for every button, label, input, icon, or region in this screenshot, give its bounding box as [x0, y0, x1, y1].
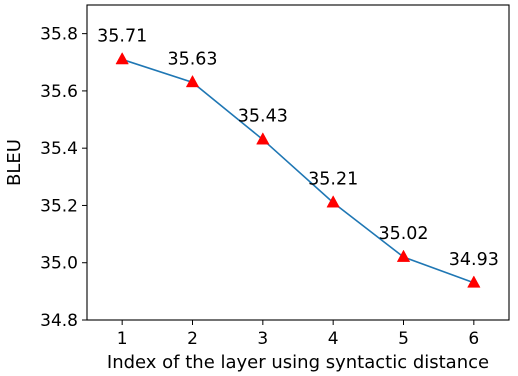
- y-tick-label: 35.4: [40, 139, 78, 159]
- plot-area: 1 2 3 4 5 6 34.8 35.0 35.2 35.4 35.6 35.8 35.71 35.63…: [40, 4, 510, 349]
- y-tick-label: 35.0: [40, 254, 78, 274]
- data-point-marker: [467, 275, 481, 288]
- data-label: 35.21: [308, 170, 358, 190]
- y-tick-label: 35.8: [40, 25, 78, 45]
- x-tick-label: 6: [468, 329, 479, 349]
- data-point-marker: [326, 195, 340, 208]
- x-tick-label: 3: [257, 329, 268, 349]
- data-label: 35.71: [97, 26, 147, 46]
- data-point-marker: [115, 52, 129, 65]
- plot-frame: [86, 4, 510, 321]
- y-tick-label: 35.2: [40, 196, 78, 216]
- data-point-marker: [256, 132, 270, 145]
- x-axis-label: Index of the layer using syntactic dista…: [107, 352, 489, 373]
- x-tick-label: 5: [398, 329, 409, 349]
- series-line: [121, 58, 475, 284]
- x-tick-label: 1: [117, 329, 128, 349]
- data-point-marker: [396, 249, 411, 262]
- data-label: 35.43: [238, 107, 288, 127]
- x-tick-label: 4: [328, 329, 339, 349]
- x-tick-label: 2: [187, 329, 198, 349]
- data-label: 35.02: [378, 224, 428, 244]
- y-tick-label: 35.6: [40, 82, 78, 102]
- data-label: 35.63: [167, 49, 217, 69]
- y-tick-label: 34.8: [40, 311, 78, 331]
- y-axis-label: BLEU: [4, 139, 25, 186]
- data-label: 34.93: [449, 250, 499, 270]
- data-point-marker: [185, 74, 200, 88]
